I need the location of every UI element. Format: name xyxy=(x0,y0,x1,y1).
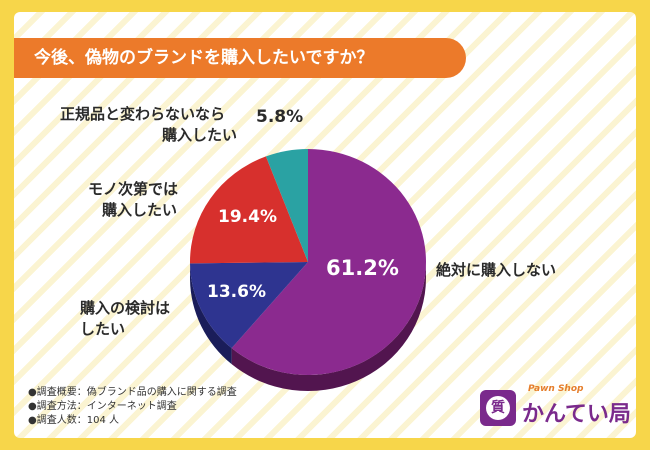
pie-slice xyxy=(190,262,308,349)
pawn-badge-icon: 質 xyxy=(480,390,516,426)
slice-category-label: 購入の検討は したい xyxy=(80,298,170,340)
label-line: 購入したい xyxy=(102,201,178,219)
slice-value-label: 13.6% xyxy=(207,282,266,302)
logo-wordmark: かんてい局 xyxy=(522,402,631,427)
slice-value-label: 19.4% xyxy=(218,207,277,227)
slice-value-label: 61.2% xyxy=(326,256,399,280)
pie-slice xyxy=(231,149,426,376)
pie-slice-side xyxy=(190,263,232,365)
slice-category-label: 絶対に購入しない xyxy=(436,261,557,279)
survey-note: ●調査概要：偽ブランド品の購入に関する調査 xyxy=(28,387,237,398)
label-line: 購入の検討は xyxy=(80,299,171,317)
logo-subtitle: Pawn Shop xyxy=(528,384,584,394)
survey-note: ●調査方法：インターネット調査 xyxy=(28,401,177,412)
brand-logo: 質 Pawn Shop かんてい局 xyxy=(480,384,631,432)
pie-slice-side xyxy=(231,262,426,391)
label-line: 購入したい xyxy=(162,126,238,144)
pie-slice xyxy=(190,156,308,264)
survey-note: ●調査人数：104 人 xyxy=(28,415,119,426)
survey-notes: ●調査概要：偽ブランド品の購入に関する調査 ●調査方法：インターネット調査 ●調… xyxy=(28,386,237,428)
slice-category-label: モノ次第では 購入したい xyxy=(88,179,178,221)
label-line: 正規品と変わらないなら xyxy=(60,105,226,123)
slice-category-label: 正規品と変わらないなら 購入したい xyxy=(60,104,237,146)
pie-slice xyxy=(265,149,308,262)
slice-value-label: 5.8% xyxy=(256,107,304,127)
label-line: したい xyxy=(80,320,126,338)
chart-title: 今後、偽物のブランドを購入したいですか？ xyxy=(14,38,466,78)
badge-character: 質 xyxy=(486,396,510,420)
label-line: モノ次第では xyxy=(88,180,179,198)
